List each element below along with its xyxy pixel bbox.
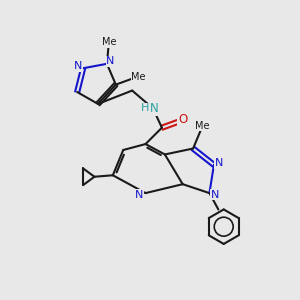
Text: N: N (150, 102, 159, 115)
Text: N: N (106, 56, 115, 66)
Text: N: N (211, 190, 219, 200)
Text: N: N (215, 158, 224, 168)
Text: O: O (178, 113, 187, 126)
Text: N: N (135, 190, 143, 200)
Text: Me: Me (102, 38, 116, 47)
Text: H: H (140, 103, 149, 113)
Text: N: N (74, 61, 82, 71)
Text: Me: Me (195, 121, 209, 130)
Text: Me: Me (131, 72, 146, 82)
